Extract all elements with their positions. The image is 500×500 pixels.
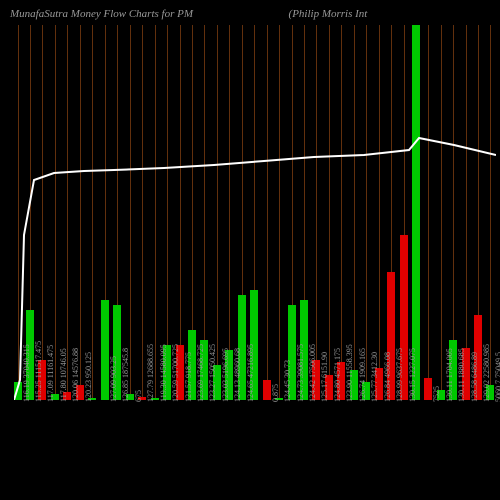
title-right: (Philip Morris Int — [289, 8, 368, 20]
chart-title: MunafaSutra Money Flow Charts for PM (Ph… — [10, 8, 367, 20]
x-axis-labels: 116.19 37040.315115.25 111517.475117.09 … — [14, 402, 496, 497]
title-left: MunafaSutra Money Flow Charts for PM — [10, 8, 193, 20]
chart-area — [14, 25, 496, 400]
overlay-line — [14, 25, 496, 400]
